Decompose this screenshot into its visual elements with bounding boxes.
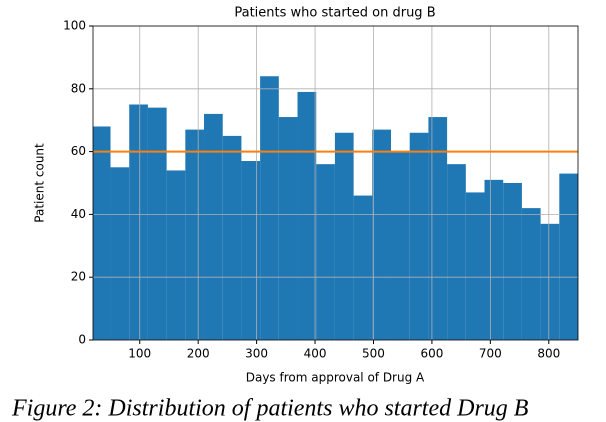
figure-caption: Figure 2: Distribution of patients who s…	[11, 396, 529, 422]
bar	[484, 179, 504, 340]
bar	[147, 107, 167, 340]
plot-frame	[92, 25, 579, 341]
bar	[129, 104, 148, 340]
bar	[540, 223, 560, 340]
bar	[278, 117, 298, 340]
bar	[222, 135, 242, 340]
y-tick-label: 100	[63, 19, 86, 33]
x-tick-label: 500	[362, 347, 385, 361]
bar	[334, 132, 354, 340]
bar	[465, 192, 485, 340]
y-tick-label: 60	[71, 144, 86, 158]
y-tick-label: 20	[71, 270, 86, 284]
y-axis-label: Patient count	[33, 143, 47, 223]
bar	[521, 208, 541, 340]
x-tick-label: 800	[537, 347, 560, 361]
bar	[316, 164, 335, 340]
plot-area	[93, 26, 578, 340]
bar	[204, 113, 223, 340]
bar	[428, 117, 448, 340]
bar	[297, 91, 317, 340]
bar	[241, 161, 261, 340]
x-tick-label: 100	[128, 347, 151, 361]
x-axis-label: Days from approval of Drug A	[246, 371, 425, 385]
x-tick-label: 200	[187, 347, 210, 361]
bar	[260, 76, 279, 340]
bar	[409, 132, 429, 340]
chart-title: Patients who started on drug B	[234, 6, 435, 21]
x-tick-label: 700	[479, 347, 502, 361]
bar	[353, 195, 373, 340]
y-tick-label: 40	[71, 207, 86, 221]
x-tick-label: 400	[304, 347, 327, 361]
bar	[503, 183, 522, 340]
bar	[110, 167, 130, 340]
y-tick-label: 80	[71, 81, 86, 95]
y-tick-label: 0	[78, 333, 86, 347]
bar	[559, 173, 578, 340]
bar	[447, 164, 466, 340]
bar	[372, 129, 392, 340]
x-tick-label: 300	[245, 347, 268, 361]
bar	[93, 126, 111, 340]
bar	[391, 151, 410, 340]
bar	[166, 170, 186, 340]
bar	[185, 129, 205, 340]
x-tick-label: 600	[420, 347, 443, 361]
